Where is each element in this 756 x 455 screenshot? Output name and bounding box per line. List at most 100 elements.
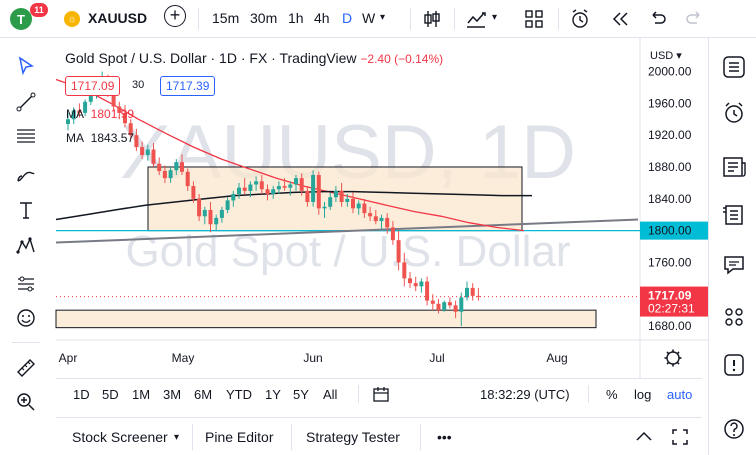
- range-1m[interactable]: 1M: [132, 387, 151, 402]
- brush-icon[interactable]: [14, 162, 38, 186]
- utc-clock[interactable]: 18:32:29 (UTC): [480, 387, 570, 402]
- candle-body[interactable]: [259, 181, 264, 190]
- ruler-icon[interactable]: [14, 356, 38, 380]
- range-3m[interactable]: 3M: [163, 387, 182, 402]
- candle-body[interactable]: [128, 123, 133, 136]
- replay-icon[interactable]: [608, 7, 632, 31]
- symbol-search-button[interactable]: XAUUSD: [88, 10, 148, 26]
- maximize-panel-icon[interactable]: [670, 427, 690, 447]
- candle-body[interactable]: [248, 184, 253, 191]
- ma-slow-legend[interactable]: MA 1843.57: [66, 131, 134, 145]
- range-5y[interactable]: 5Y: [293, 387, 309, 402]
- trend-line[interactable]: [55, 218, 639, 244]
- goto-date-icon[interactable]: [372, 385, 390, 403]
- candle-body[interactable]: [362, 203, 367, 214]
- interval-30m[interactable]: 30m: [250, 10, 278, 26]
- candle-body[interactable]: [476, 295, 481, 297]
- candle-body[interactable]: [231, 194, 236, 201]
- ma-fast-legend[interactable]: MA 1801.99: [66, 107, 134, 121]
- interval-1h[interactable]: 1h: [288, 10, 304, 26]
- indicators-dropdown-icon[interactable]: ▾: [492, 12, 498, 23]
- candle-body[interactable]: [430, 300, 435, 304]
- news-icon[interactable]: [721, 154, 747, 180]
- candle-body[interactable]: [413, 283, 418, 287]
- range-ytd[interactable]: YTD: [226, 387, 252, 402]
- candle-body[interactable]: [408, 278, 412, 284]
- undo-icon[interactable]: [645, 7, 669, 31]
- candle-body[interactable]: [242, 187, 247, 191]
- candle-body[interactable]: [379, 217, 384, 222]
- more-tabs-button[interactable]: •••: [437, 429, 452, 445]
- candle-body[interactable]: [322, 206, 327, 209]
- candle-body[interactable]: [265, 189, 270, 195]
- candle-body[interactable]: [83, 101, 88, 113]
- chart-settings-icon[interactable]: [666, 351, 680, 365]
- alerts-clock-icon[interactable]: [721, 100, 747, 126]
- candle-body[interactable]: [373, 216, 378, 222]
- candle-body[interactable]: [402, 262, 407, 279]
- buy-price-box[interactable]: 1717.39: [160, 76, 216, 96]
- interval-d[interactable]: D: [342, 10, 353, 26]
- candle-body[interactable]: [447, 302, 452, 306]
- candle-body[interactable]: [276, 186, 281, 190]
- candle-body[interactable]: [328, 197, 333, 207]
- watchlist-icon[interactable]: [721, 54, 747, 80]
- candle-body[interactable]: [145, 149, 150, 156]
- notifications-icon[interactable]: [721, 352, 747, 378]
- candle-body[interactable]: [271, 189, 276, 195]
- collapse-panel-icon[interactable]: [634, 428, 654, 446]
- tab-strategy-tester[interactable]: Strategy Tester: [306, 429, 400, 445]
- layout-grid-icon[interactable]: [522, 7, 546, 31]
- candle-body[interactable]: [185, 171, 190, 187]
- candle-body[interactable]: [459, 297, 464, 312]
- candle-body[interactable]: [254, 181, 259, 185]
- candle-body[interactable]: [385, 217, 390, 228]
- log-scale-toggle[interactable]: log: [634, 387, 652, 402]
- candle-body[interactable]: [214, 217, 219, 225]
- alert-clock-icon[interactable]: [568, 7, 592, 31]
- candle-body[interactable]: [345, 198, 350, 202]
- candle-body[interactable]: [162, 170, 167, 179]
- tab-pine-editor[interactable]: Pine Editor: [205, 429, 274, 445]
- zoom-in-icon[interactable]: [14, 390, 38, 414]
- trend-line-icon[interactable]: [14, 90, 38, 114]
- candle-body[interactable]: [88, 93, 93, 102]
- candles-chart-type-icon[interactable]: [420, 7, 444, 31]
- emoji-icon[interactable]: [14, 306, 38, 330]
- candle-body[interactable]: [436, 303, 441, 311]
- cursor-icon[interactable]: [14, 54, 38, 78]
- candle-body[interactable]: [66, 119, 70, 125]
- support-zone[interactable]: [55, 309, 597, 329]
- percent-scale-toggle[interactable]: %: [606, 387, 618, 402]
- candle-body[interactable]: [123, 112, 127, 124]
- candle-body[interactable]: [351, 198, 355, 209]
- candle-body[interactable]: [425, 281, 430, 301]
- candle-body[interactable]: [134, 135, 139, 148]
- prediction-tool-icon[interactable]: [14, 272, 38, 296]
- candle-body[interactable]: [356, 203, 361, 209]
- interval-4h[interactable]: 4h: [314, 10, 330, 26]
- candle-body[interactable]: [174, 162, 179, 171]
- candle-body[interactable]: [288, 184, 293, 188]
- help-icon[interactable]: [721, 416, 747, 442]
- candle-body[interactable]: [316, 174, 321, 209]
- candle-body[interactable]: [282, 186, 287, 188]
- candle-body[interactable]: [453, 305, 458, 312]
- candle-body[interactable]: [140, 147, 145, 156]
- stock-screener-dropdown-icon[interactable]: ▾: [174, 432, 180, 443]
- range-1d[interactable]: 1D: [73, 387, 90, 402]
- candle-body[interactable]: [208, 209, 213, 225]
- candle-body[interactable]: [77, 110, 82, 113]
- candle-body[interactable]: [294, 178, 298, 185]
- ma-slow-line[interactable]: [55, 190, 532, 221]
- candle-body[interactable]: [168, 170, 173, 179]
- candle-body[interactable]: [71, 110, 76, 120]
- range-all[interactable]: All: [323, 387, 338, 402]
- candle-body[interactable]: [396, 240, 401, 263]
- chat-icon[interactable]: [721, 252, 747, 278]
- candle-body[interactable]: [237, 187, 241, 195]
- auto-scale-toggle[interactable]: auto: [667, 387, 693, 402]
- candle-body[interactable]: [219, 209, 224, 218]
- ideas-list-icon[interactable]: [721, 202, 747, 228]
